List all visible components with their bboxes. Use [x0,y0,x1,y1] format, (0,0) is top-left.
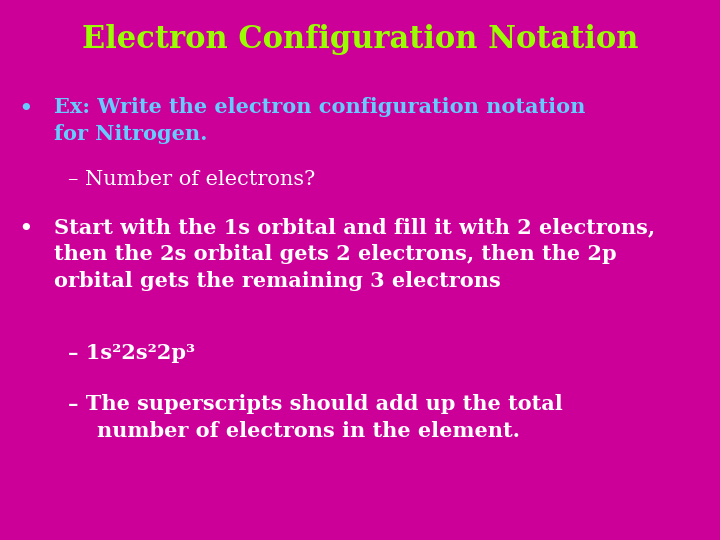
Text: – Number of electrons?: – Number of electrons? [68,170,315,189]
Text: – The superscripts should add up the total
    number of electrons in the elemen: – The superscripts should add up the tot… [68,394,563,441]
Text: – 1s²2s²2p³: – 1s²2s²2p³ [68,343,196,363]
Text: Electron Configuration Notation: Electron Configuration Notation [82,24,638,55]
Text: •: • [18,97,32,121]
Text: Start with the 1s orbital and fill it with 2 electrons,
then the 2s orbital gets: Start with the 1s orbital and fill it wi… [54,217,655,292]
Text: Ex: Write the electron configuration notation
for Nitrogen.: Ex: Write the electron configuration not… [54,97,585,144]
Text: •: • [18,217,32,241]
